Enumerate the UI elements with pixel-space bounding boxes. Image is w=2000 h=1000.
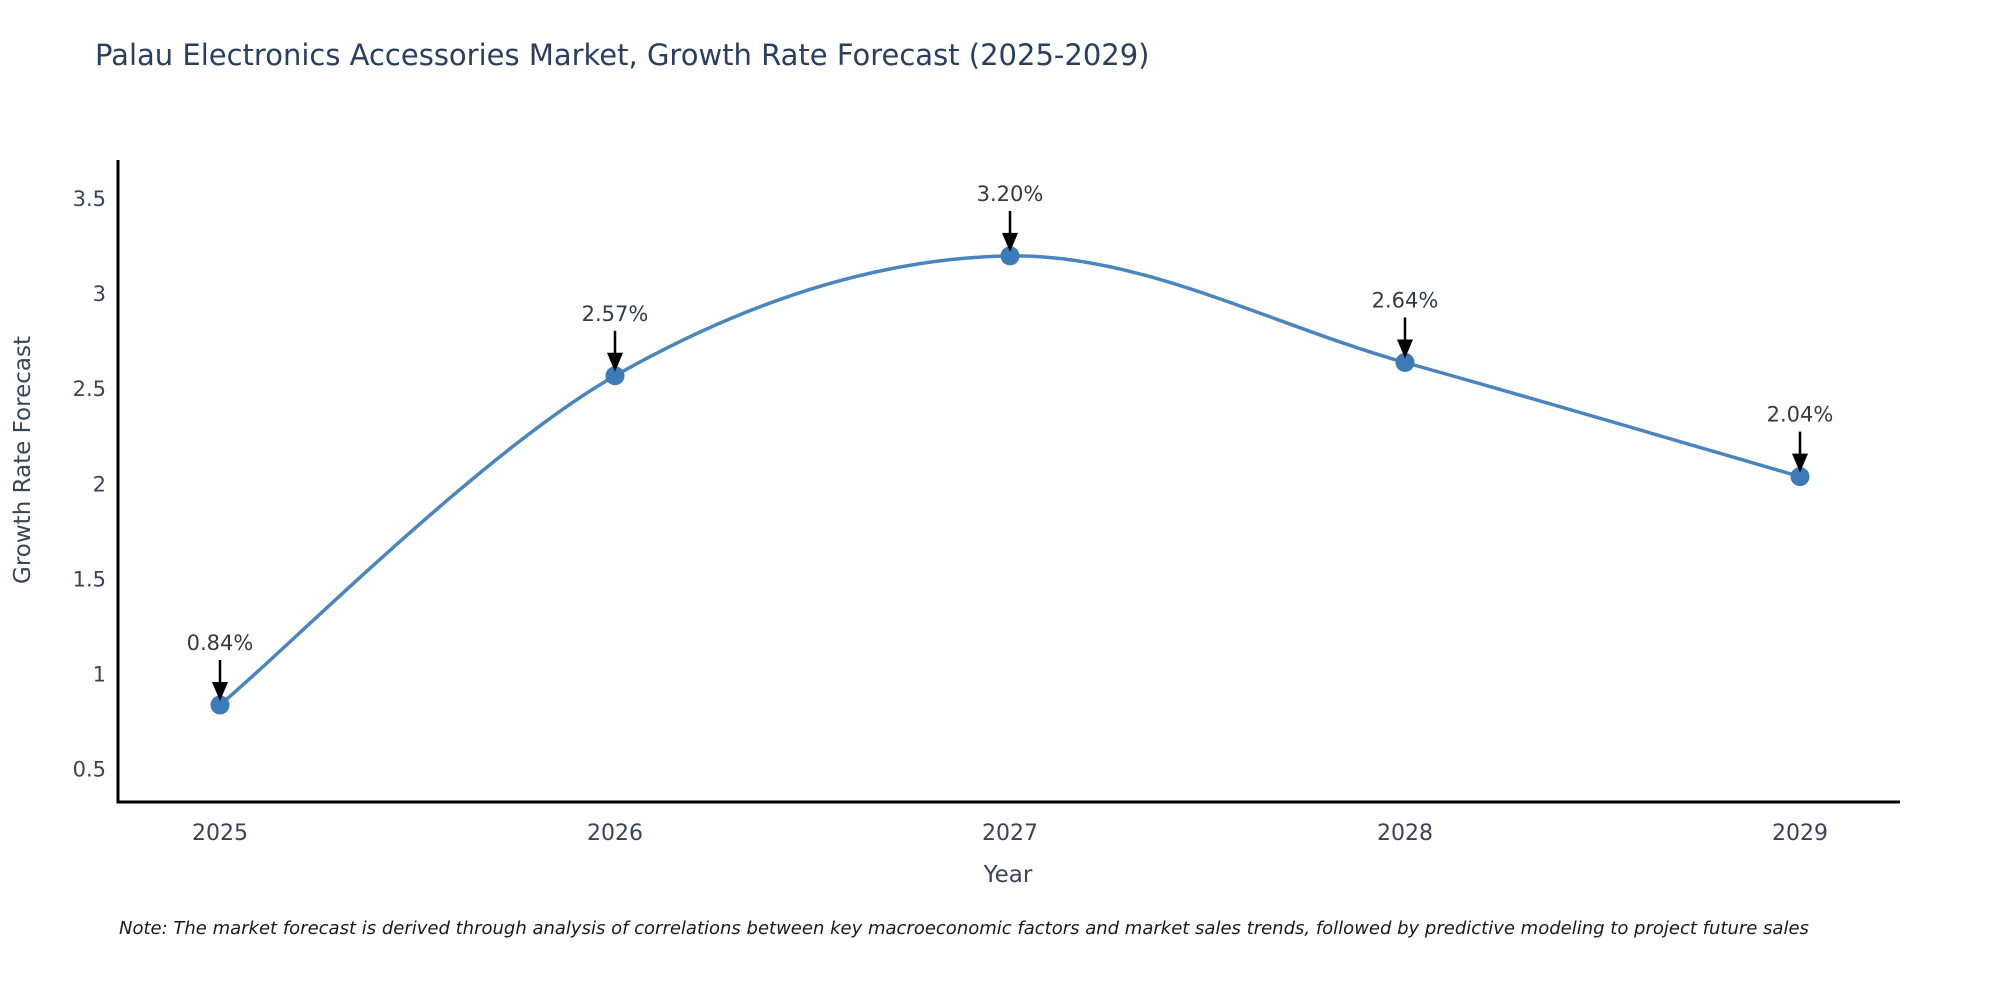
- data-point-marker: [1000, 246, 1020, 266]
- y-tick-label: 3: [93, 282, 106, 306]
- y-tick-label: 1: [93, 663, 106, 687]
- point-value-annotation: 2.64%: [1372, 288, 1439, 312]
- x-tick-label: 2026: [587, 821, 643, 846]
- annotation-arrow-head: [607, 352, 623, 372]
- y-tick-label: 2.5: [73, 377, 106, 401]
- forecast-line: [218, 254, 1802, 707]
- annotation-arrow-head: [1792, 453, 1808, 473]
- y-tick-label: 3.5: [73, 187, 106, 211]
- point-value-annotation: 0.84%: [187, 631, 254, 655]
- x-tick-label: 2027: [982, 821, 1038, 846]
- data-point-marker: [605, 366, 625, 386]
- point-value-annotation: 2.04%: [1767, 403, 1834, 427]
- data-point-marker: [210, 695, 230, 715]
- point-value-annotation: 3.20%: [977, 182, 1044, 206]
- annotation-arrow-head: [1397, 339, 1413, 359]
- chart-title: Palau Electronics Accessories Market, Gr…: [95, 38, 1150, 72]
- x-tick-label: 2028: [1377, 821, 1433, 846]
- y-tick-label: 2: [93, 472, 106, 496]
- data-point-marker: [1790, 467, 1810, 487]
- footnote: Note: The market forecast is derived thr…: [119, 918, 1809, 939]
- x-tick-label: 2029: [1772, 821, 1828, 846]
- data-point-marker: [1395, 352, 1415, 372]
- y-axis-title: Growth Rate Forecast: [10, 336, 36, 584]
- point-value-annotation: 2.57%: [582, 302, 649, 326]
- y-tick-label: 0.5: [73, 758, 106, 782]
- y-tick-label: 1.5: [73, 567, 106, 591]
- x-tick-label: 2025: [192, 821, 248, 846]
- annotation-arrow-head: [212, 681, 228, 701]
- annotation-arrow-head: [1002, 232, 1018, 252]
- x-axis-title: Year: [983, 862, 1033, 888]
